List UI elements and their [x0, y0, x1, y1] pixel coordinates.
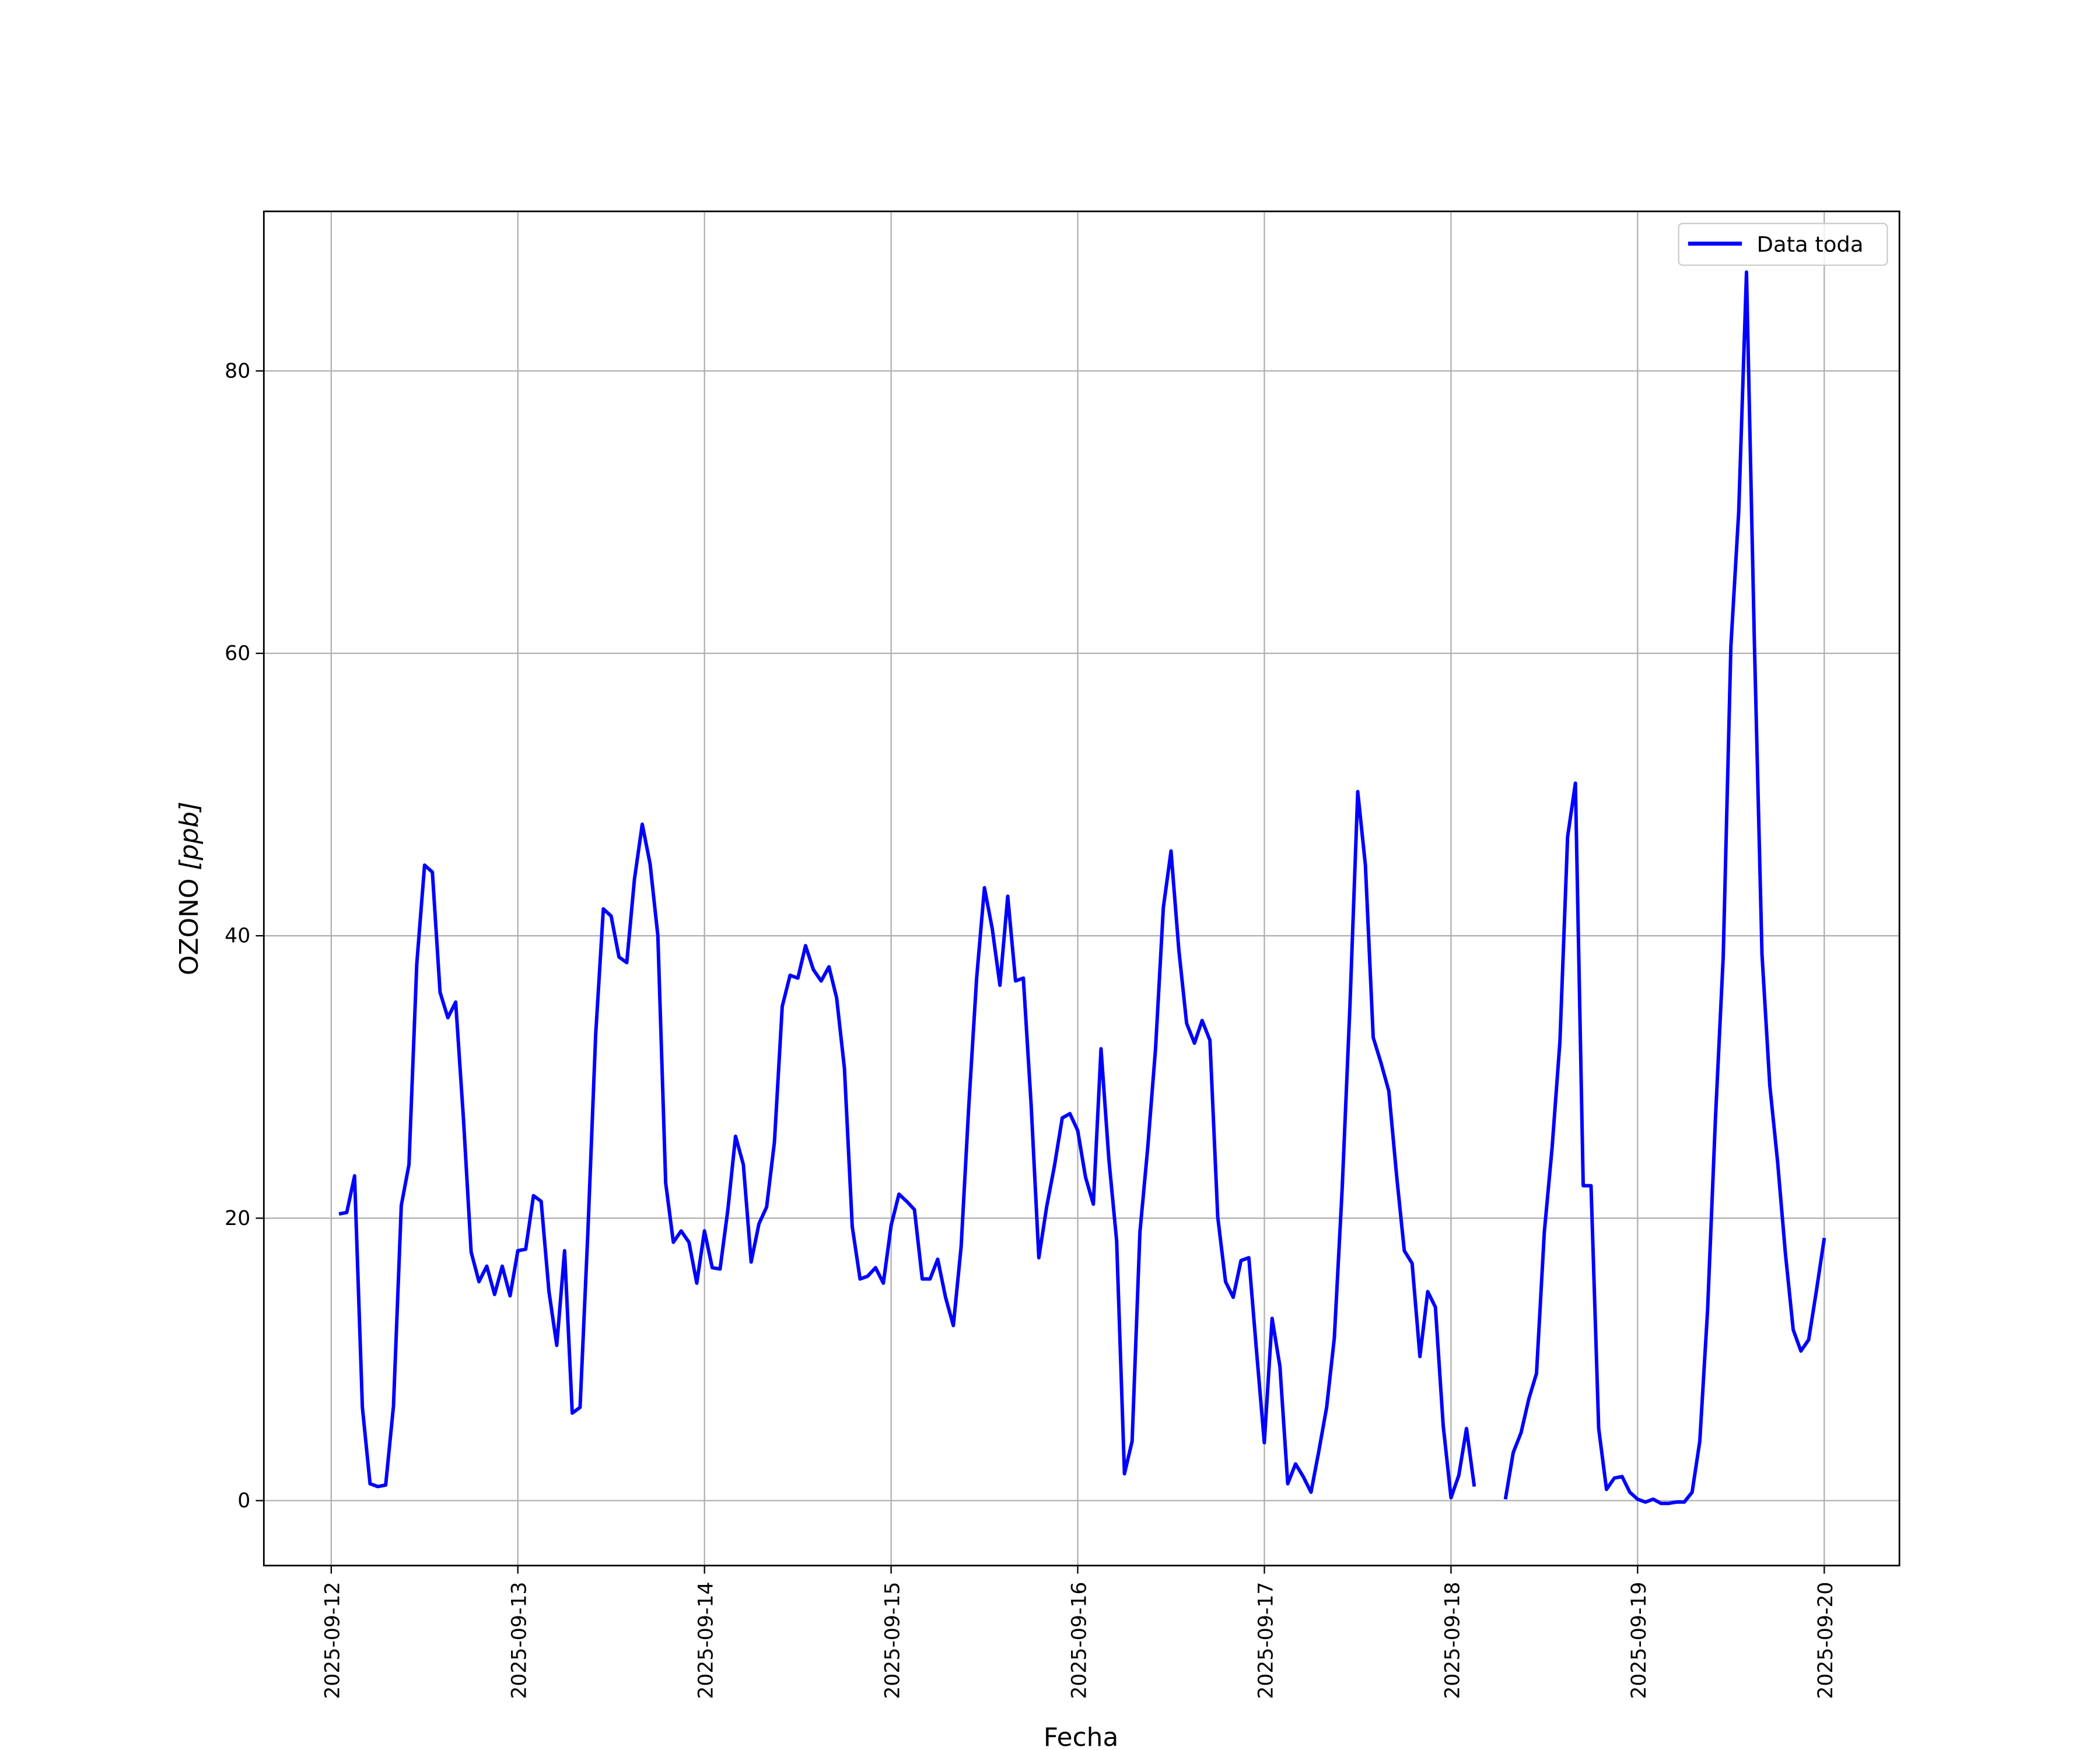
y-axis-label-unit: [ppb] [174, 802, 204, 870]
x-tick-label: 2025-09-16 [1068, 1582, 1091, 1699]
y-tick-label: 80 [225, 359, 250, 383]
y-axis-label: OZONO [ppb] [174, 802, 204, 975]
x-axis-ticks: 2025-09-12 2025-09-13 2025-09-14 2025-09-15… [321, 1565, 1838, 1699]
x-tick-label: 2025-09-20 [1814, 1582, 1838, 1699]
legend-label: Data toda [1757, 232, 1864, 257]
legend-box [1678, 222, 1888, 266]
legend: Data toda [1678, 222, 1888, 266]
grid [264, 211, 1900, 1566]
x-tick-label: 2025-09-17 [1254, 1582, 1278, 1699]
y-tick-label: 20 [225, 1207, 250, 1230]
x-tick-label: 2025-09-12 [321, 1582, 345, 1699]
plot-frame [262, 210, 1901, 1567]
data-series [338, 270, 1826, 1506]
x-axis-label: Fecha [1044, 1723, 1119, 1750]
y-tick-label: 40 [225, 925, 250, 948]
y-tick-label: 60 [225, 642, 250, 666]
x-tick-label: 2025-09-18 [1441, 1582, 1464, 1699]
y-tick-label: 0 [237, 1489, 250, 1513]
x-tick-label: 2025-09-13 [508, 1582, 531, 1699]
x-tick-label: 2025-09-15 [881, 1582, 904, 1699]
y-axis-ticks: 0 20 40 60 80 [225, 359, 264, 1513]
y-axis-label-main: OZONO [174, 878, 204, 975]
x-tick-label: 2025-09-14 [695, 1582, 718, 1699]
x-tick-label: 2025-09-19 [1628, 1582, 1651, 1699]
